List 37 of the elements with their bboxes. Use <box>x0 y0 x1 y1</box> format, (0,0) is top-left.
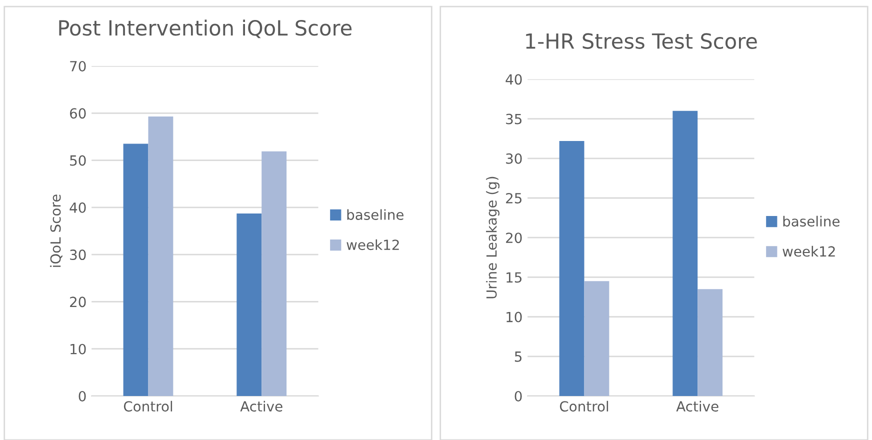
x-tick-label: Active <box>676 400 718 412</box>
x-tick-label: Control <box>124 400 172 412</box>
y-tick-label: 0 <box>514 390 522 402</box>
y-tick-label: 5 <box>514 352 522 362</box>
y-tick-label: 40 <box>506 74 522 85</box>
chart-title: Post Intervention iQoL Score <box>59 20 352 38</box>
legend-label: week12 <box>346 239 399 250</box>
y-axis-title: iQoL Score <box>50 194 62 267</box>
y-tick-label: 20 <box>506 232 522 244</box>
y-tick-label: 10 <box>70 344 86 354</box>
x-tick-label: Active <box>240 400 282 412</box>
y-axis-title: Urine Leakage (g) <box>486 176 500 298</box>
y-tick-label: 40 <box>70 202 86 213</box>
y-tick-label: 15 <box>506 272 522 283</box>
y-tick-label: 0 <box>78 390 86 402</box>
legend-label: baseline <box>783 216 840 227</box>
bar <box>262 151 287 396</box>
bar <box>236 214 262 396</box>
y-tick-label: 70 <box>70 60 86 72</box>
y-tick-label: 60 <box>70 108 86 119</box>
y-tick-label: 30 <box>70 250 86 260</box>
y-tick-label: 10 <box>506 312 522 322</box>
chart-title: 1-HR Stress Test Score <box>526 33 757 49</box>
bar <box>672 110 698 396</box>
y-tick-label: 25 <box>506 192 522 204</box>
bar <box>559 140 584 396</box>
y-tick-label: 35 <box>506 114 522 124</box>
bar <box>148 116 174 396</box>
bar <box>123 144 148 396</box>
bar <box>584 281 610 396</box>
y-tick-label: 20 <box>70 296 86 308</box>
bar <box>698 289 723 396</box>
y-tick-label: 50 <box>70 155 86 166</box>
y-tick-label: 30 <box>506 153 522 164</box>
x-tick-label: Control <box>560 400 608 412</box>
legend-label: week12 <box>782 246 835 257</box>
legend-label: baseline <box>347 209 404 220</box>
